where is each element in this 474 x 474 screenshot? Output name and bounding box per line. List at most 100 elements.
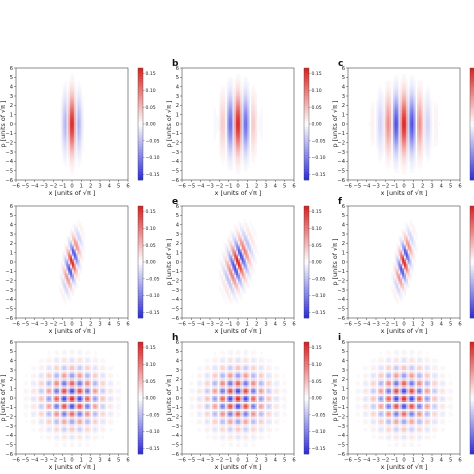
colorbar-segment — [470, 104, 474, 108]
heatmap-cell — [409, 148, 412, 151]
heatmap-cell — [77, 267, 80, 270]
heatmap-cell — [417, 109, 420, 112]
heatmap-cell — [64, 127, 67, 130]
heatmap-cell — [400, 159, 403, 162]
heatmap-cell — [245, 163, 248, 166]
colorbar-segment — [138, 239, 143, 243]
heatmap-cell — [428, 148, 431, 151]
heatmap-cell — [47, 373, 50, 376]
heatmap-cell — [239, 235, 243, 239]
heatmap-cell — [68, 254, 71, 257]
heatmap-cell — [245, 263, 248, 267]
heatmap-cell — [47, 431, 50, 434]
heatmap-cell — [390, 275, 394, 278]
heatmap-cell — [385, 107, 388, 110]
heatmap-cell — [396, 77, 399, 80]
heatmap-cell — [36, 405, 39, 408]
x-tick-label: −1 — [391, 184, 399, 190]
heatmap-cell — [433, 101, 437, 104]
colorbar-segment — [138, 87, 143, 91]
heatmap-cell — [256, 122, 259, 125]
heatmap-cell — [47, 412, 50, 416]
heatmap-cell — [411, 235, 414, 239]
heatmap-cell — [32, 427, 36, 431]
heatmap-cell — [389, 146, 392, 149]
colorbar-segment — [470, 143, 474, 147]
heatmap-cell — [413, 97, 416, 101]
colorbar-segment — [304, 264, 309, 268]
heatmap-cell — [413, 256, 416, 259]
heatmap-cell — [405, 144, 409, 147]
heatmap-cell — [404, 99, 407, 102]
heatmap-cell — [79, 247, 82, 250]
heatmap-cell — [42, 358, 45, 362]
heatmap-cell — [247, 88, 250, 91]
y-tick-label: −4 — [171, 159, 179, 165]
heatmap-cell — [73, 265, 77, 268]
heatmap-cell — [234, 256, 237, 259]
heatmap-cell — [256, 252, 259, 255]
colorbar-segment — [470, 152, 474, 156]
heatmap-cell — [42, 424, 45, 427]
heatmap-cell — [424, 144, 427, 147]
heatmap-cell — [238, 120, 241, 123]
colorbar-tick-label: 0.05 — [146, 105, 156, 111]
heatmap-cell — [60, 267, 64, 270]
heatmap-cell — [394, 125, 397, 129]
heatmap-cell — [377, 92, 381, 95]
heatmap-cell — [260, 110, 263, 114]
heatmap-cell — [64, 81, 67, 84]
heatmap-cell — [73, 276, 77, 280]
heatmap-cell — [23, 381, 26, 384]
heatmap-cell — [68, 109, 71, 112]
heatmap-cell — [25, 403, 28, 406]
heatmap-cell — [70, 84, 73, 88]
heatmap-cell — [249, 232, 252, 235]
heatmap-cell — [411, 239, 414, 242]
colorbar-segment — [470, 292, 474, 296]
heatmap-cell — [62, 131, 65, 134]
heatmap-cell — [45, 407, 49, 410]
heatmap-cell — [245, 254, 248, 257]
heatmap-cell — [239, 129, 243, 132]
heatmap-cell — [238, 82, 241, 86]
heatmap-cell — [230, 92, 233, 95]
heatmap-cell — [32, 405, 36, 408]
colorbar-segment — [304, 166, 309, 170]
heatmap-cell — [236, 94, 239, 97]
heatmap-cell — [66, 263, 69, 267]
heatmap-cell — [385, 94, 388, 97]
heatmap-cell — [73, 278, 77, 282]
colorbar-tick-label: −0.05 — [146, 138, 160, 144]
colorbar-segment — [304, 208, 309, 212]
heatmap-cell — [238, 235, 241, 239]
heatmap-cell — [389, 82, 392, 86]
heatmap-cell — [70, 276, 73, 280]
heatmap-cell — [405, 118, 409, 121]
heatmap-cell — [389, 94, 392, 97]
heatmap-cell — [232, 133, 235, 136]
heatmap-cell — [415, 250, 418, 254]
heatmap-cell — [34, 398, 37, 401]
heatmap-cell — [238, 245, 241, 248]
x-tick-label: −4 — [197, 322, 205, 328]
heatmap-cell — [30, 398, 34, 401]
heatmap-cell — [394, 96, 397, 99]
heatmap-cell — [221, 114, 224, 117]
heatmap-cell — [247, 260, 250, 263]
heatmap-cell — [243, 107, 246, 110]
heatmap-cell — [75, 109, 78, 112]
heatmap-cell — [45, 427, 49, 431]
heatmap-cell — [32, 388, 36, 391]
heatmap-cell — [400, 263, 403, 267]
heatmap-cell — [426, 107, 429, 110]
heatmap-cell — [400, 84, 403, 88]
heatmap-cell — [387, 138, 390, 142]
heatmap-cell — [428, 152, 431, 155]
heatmap-cell — [241, 140, 244, 144]
heatmap-cell — [396, 250, 399, 254]
heatmap-cell — [400, 267, 403, 270]
heatmap-cell — [228, 105, 231, 108]
heatmap-cell — [62, 94, 65, 97]
heatmap-cell — [243, 243, 246, 246]
